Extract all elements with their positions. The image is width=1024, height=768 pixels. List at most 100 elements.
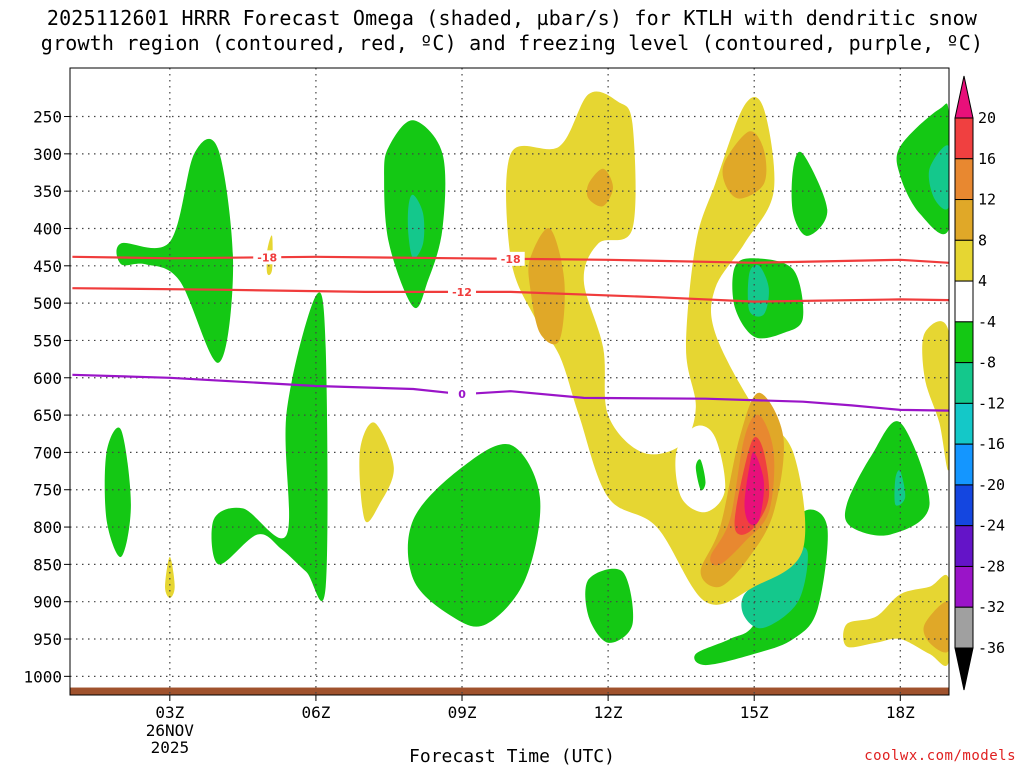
omega-region-yellow [843,574,949,667]
omega-region-teal [741,546,808,629]
y-tick-label-300: 300 [33,145,62,164]
x-tick-label-12Z: 12Z [594,703,623,722]
y-tick-label-550: 550 [33,331,62,350]
omega-region-orange [528,228,565,345]
y-tick-label-250: 250 [33,108,62,127]
colorbar-box [954,117,974,160]
contour-label--18: -18 [257,251,277,264]
colorbar: 20 16 12 8 4 -4 -8 -12 -16 -20 -24 -28 -32 -36 [954,75,1005,691]
contour-label--18: -18 [501,253,521,266]
colorbar-box [954,239,974,282]
omega-region-green [791,151,828,236]
colorbar-label-4: 4 [978,272,987,290]
colorbar-box [954,565,974,608]
ground-bar [70,687,949,695]
colorbar-box [954,402,974,445]
colorbar-label--8: -8 [978,354,996,372]
chart-title: 2025112601 HRRR Forecast Omega (shaded, … [0,6,1024,56]
colorbar-box [954,158,974,201]
grid-lines [70,68,949,695]
y-tick-label-950: 950 [33,630,62,649]
colorbar-label-16: 16 [978,150,996,168]
colorbar-label--16: -16 [978,435,1005,453]
colorbar-label--32: -32 [978,598,1005,616]
x-tick-label-06Z: 06Z [301,703,330,722]
chart-title-line-1: 2025112601 HRRR Forecast Omega (shaded, … [46,6,978,30]
contour-label-bg [496,251,525,266]
colorbar-label--12: -12 [978,394,1005,412]
plot-frame [69,67,950,696]
omega-region-green [407,443,541,627]
y-axis: 250 300 350 400 450 500 550 600 650 700 750 800 850 9… [23,108,70,686]
y-tick-label-700: 700 [33,443,62,462]
x-date-label: 26NOV [146,721,195,740]
omega-region-orange [923,601,949,653]
contour-line-0 [72,373,950,412]
colorbar-label--20: -20 [978,476,1005,494]
x-tick-label-03Z: 03Z [155,703,184,722]
omega-region-green [844,421,930,536]
y-tick-label-800: 800 [33,518,62,537]
y-tick-label-650: 650 [33,406,62,425]
y-tick-label-400: 400 [33,219,62,238]
omega-region-yellow [359,422,394,523]
colorbar-label-20: 20 [978,109,996,127]
x-tick-label-18Z: 18Z [886,703,915,722]
omega-region-teal [407,194,425,259]
omega-regions [104,91,949,667]
colorbar-label-8: 8 [978,231,987,249]
contour-label-bg [448,284,477,299]
y-tick-label-600: 600 [33,369,62,388]
omega-region-yellow [922,321,949,471]
colorbar-box [954,606,974,649]
x-date-label: 2025 [151,738,190,757]
omega-region-yellow [165,556,175,598]
x-axis-title: Forecast Time (UTC) [409,746,615,767]
colorbar-label-12: 12 [978,191,996,209]
colorbar-box [954,484,974,527]
y-tick-label-900: 900 [33,593,62,612]
site-credit: coolwx.com/models [864,748,1016,764]
chart-title-line-2: growth region (contoured, red, ºC) and f… [40,31,984,55]
omega-region-orange [722,131,767,199]
omega-region-green [211,292,328,602]
colorbar-label--36: -36 [978,639,1005,657]
omega-region-teal [928,145,949,210]
omega-region-green [585,568,634,643]
contour-label-bg [253,250,282,265]
colorbar-label--28: -28 [978,557,1005,575]
omega-region-green [116,138,234,363]
colorbar-bottom-triangle [954,647,974,691]
colorbar-box [954,199,974,241]
colorbar-top-triangle [954,75,974,119]
contour-label--12: -12 [452,286,472,299]
colorbar-box [954,321,974,364]
colorbar-box [954,443,974,486]
omega-region-yellow [506,91,806,605]
omega-shading [104,91,949,667]
omega-region-teal [747,264,769,317]
omega-region-green [896,103,949,235]
colorbar-box [954,362,974,404]
y-tick-label-1000: 1000 [23,667,62,686]
omega-region-green [695,459,706,491]
contour-label-bg [448,387,477,402]
colorbar-label--4: -4 [978,313,996,331]
omega-region-teal [894,470,906,506]
contour-line--18 [72,255,950,264]
y-tick-label-450: 450 [33,257,62,276]
contour-lines: -18 -18 -12 0 [72,250,950,412]
x-tick-label-15Z: 15Z [740,703,769,722]
colorbar-box [954,280,974,323]
omega-region-green [104,427,131,558]
colorbar-label--24: -24 [978,517,1005,535]
y-tick-label-750: 750 [33,481,62,500]
contour-label-0: 0 [458,388,466,401]
x-tick-label-09Z: 09Z [448,703,477,722]
y-tick-label-350: 350 [33,182,62,201]
y-tick-label-850: 850 [33,555,62,574]
colorbar-box [954,525,974,567]
contour-line--12 [72,287,950,303]
